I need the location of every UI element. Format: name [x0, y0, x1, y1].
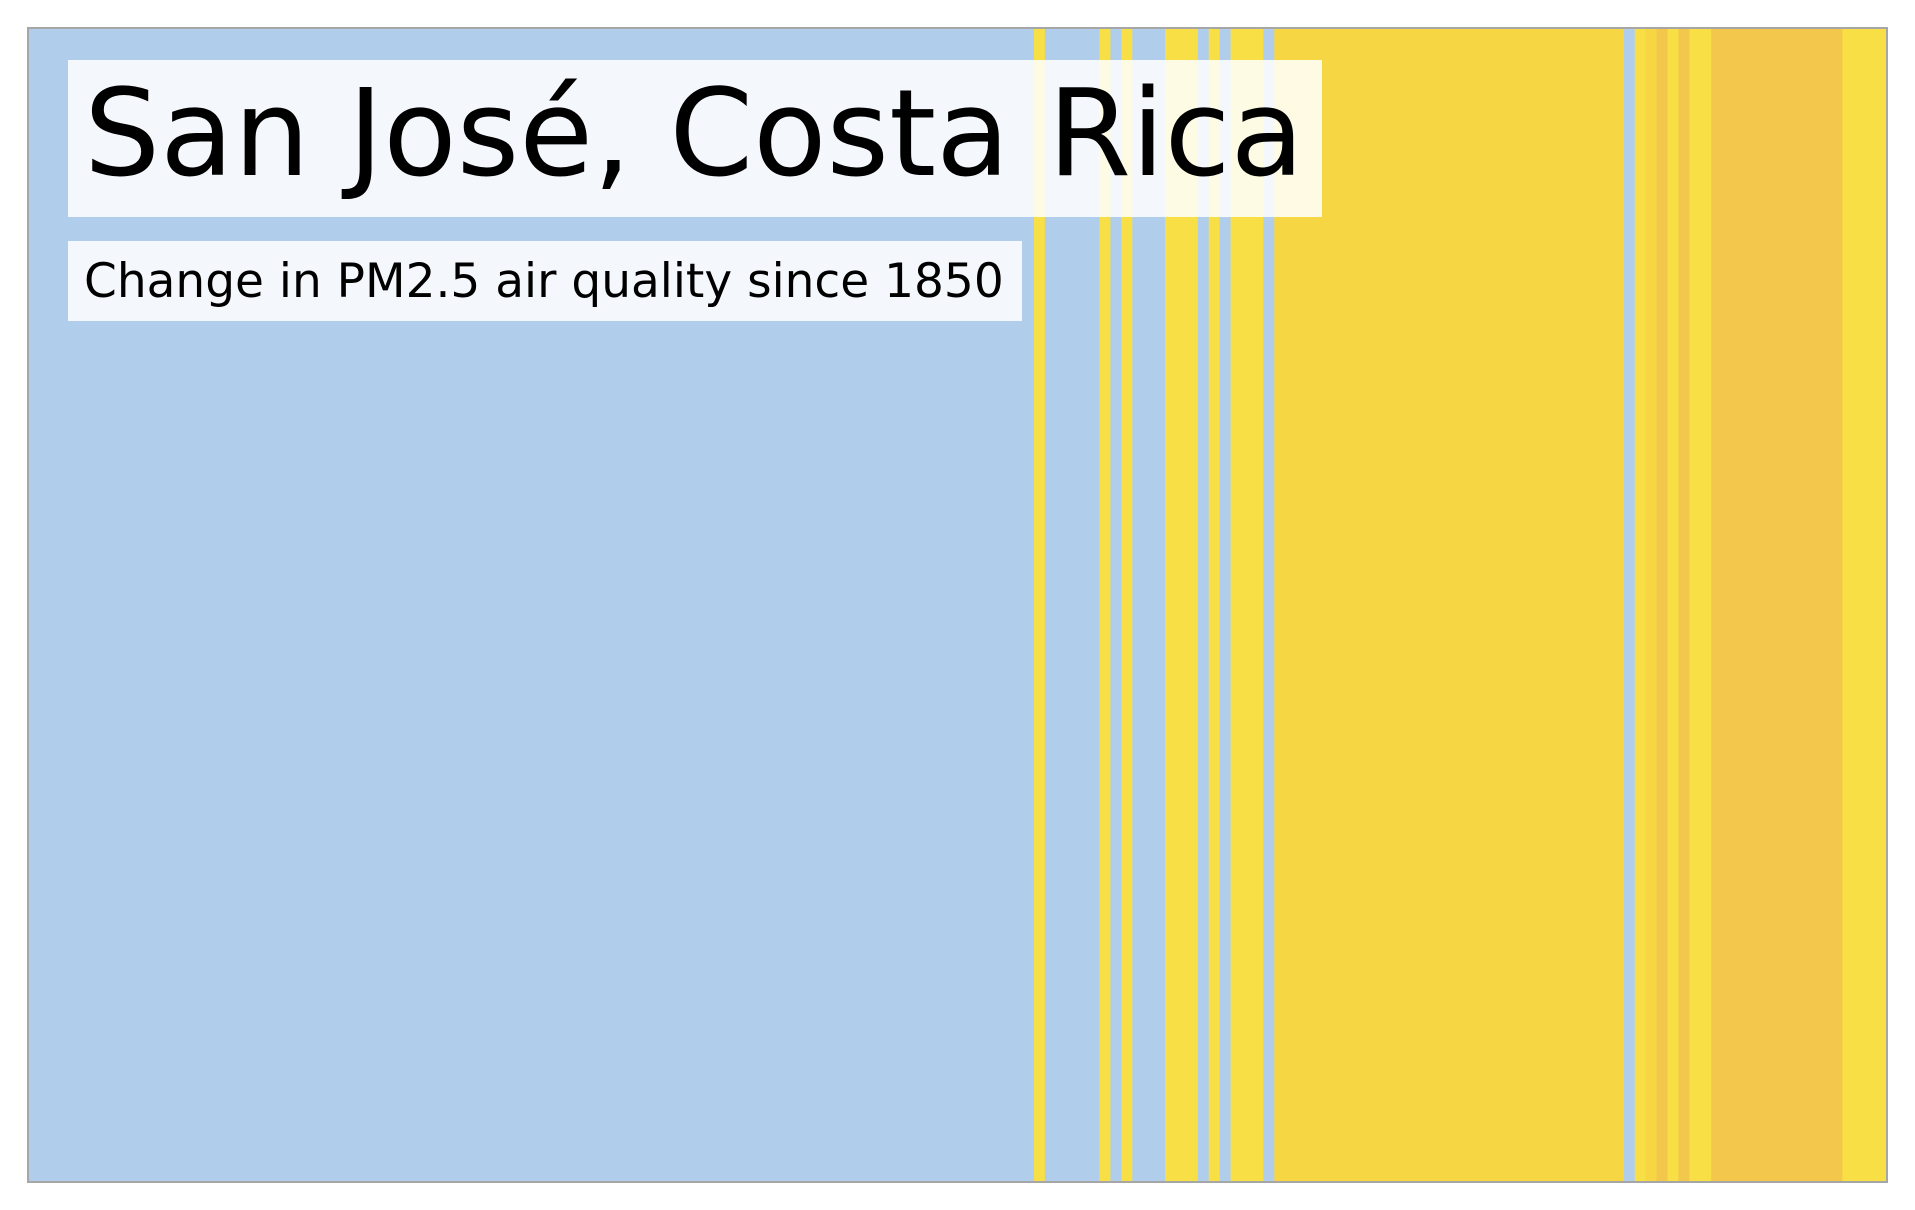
stripe-1950 — [1121, 29, 1133, 1181]
stripe-1957 — [1197, 29, 1210, 1181]
stripe-1850 — [29, 29, 1035, 1181]
chart-subtitle: Change in PM2.5 air quality since 1850 — [84, 253, 1004, 309]
stripe-1964 — [1274, 29, 1625, 1181]
stripe-1963 — [1263, 29, 1275, 1181]
stripe-1958 — [1208, 29, 1221, 1181]
stripe-2001 — [1678, 29, 1690, 1181]
stripe-1951 — [1132, 29, 1166, 1181]
stripe-1960 — [1230, 29, 1264, 1181]
stripe-1997 — [1634, 29, 1647, 1181]
stripe-1959 — [1219, 29, 1232, 1181]
stripe-1998 — [1645, 29, 1658, 1181]
stripe-1942 — [1033, 29, 1046, 1181]
stripe-1996 — [1623, 29, 1636, 1181]
chart-title-box: San José, Costa Rica — [68, 60, 1323, 217]
stripe-1954 — [1165, 29, 1199, 1181]
stripe-1999 — [1656, 29, 1669, 1181]
chart-subtitle-box: Change in PM2.5 air quality since 1850 — [68, 241, 1022, 321]
stripe-1949 — [1110, 29, 1122, 1181]
stripe-2000 — [1667, 29, 1680, 1181]
stripe-1948 — [1099, 29, 1112, 1181]
stripes-chart: San José, Costa Rica Change in PM2.5 air… — [27, 27, 1888, 1183]
stripe-2016 — [1842, 29, 1886, 1181]
stripe-2004 — [1711, 29, 1843, 1181]
stripe-1943 — [1044, 29, 1101, 1181]
stripe-2002 — [1689, 29, 1712, 1181]
chart-title: San José, Costa Rica — [84, 64, 1305, 204]
stripes-svg — [29, 29, 1886, 1181]
